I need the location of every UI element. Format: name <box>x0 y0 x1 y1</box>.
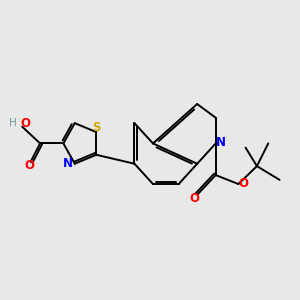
Text: N: N <box>63 157 73 170</box>
Text: O: O <box>190 192 200 205</box>
Text: S: S <box>92 121 101 134</box>
Text: O: O <box>21 117 31 130</box>
Text: O: O <box>239 177 249 190</box>
Text: N: N <box>216 136 226 149</box>
Text: H: H <box>9 118 17 128</box>
Text: O: O <box>24 159 34 172</box>
